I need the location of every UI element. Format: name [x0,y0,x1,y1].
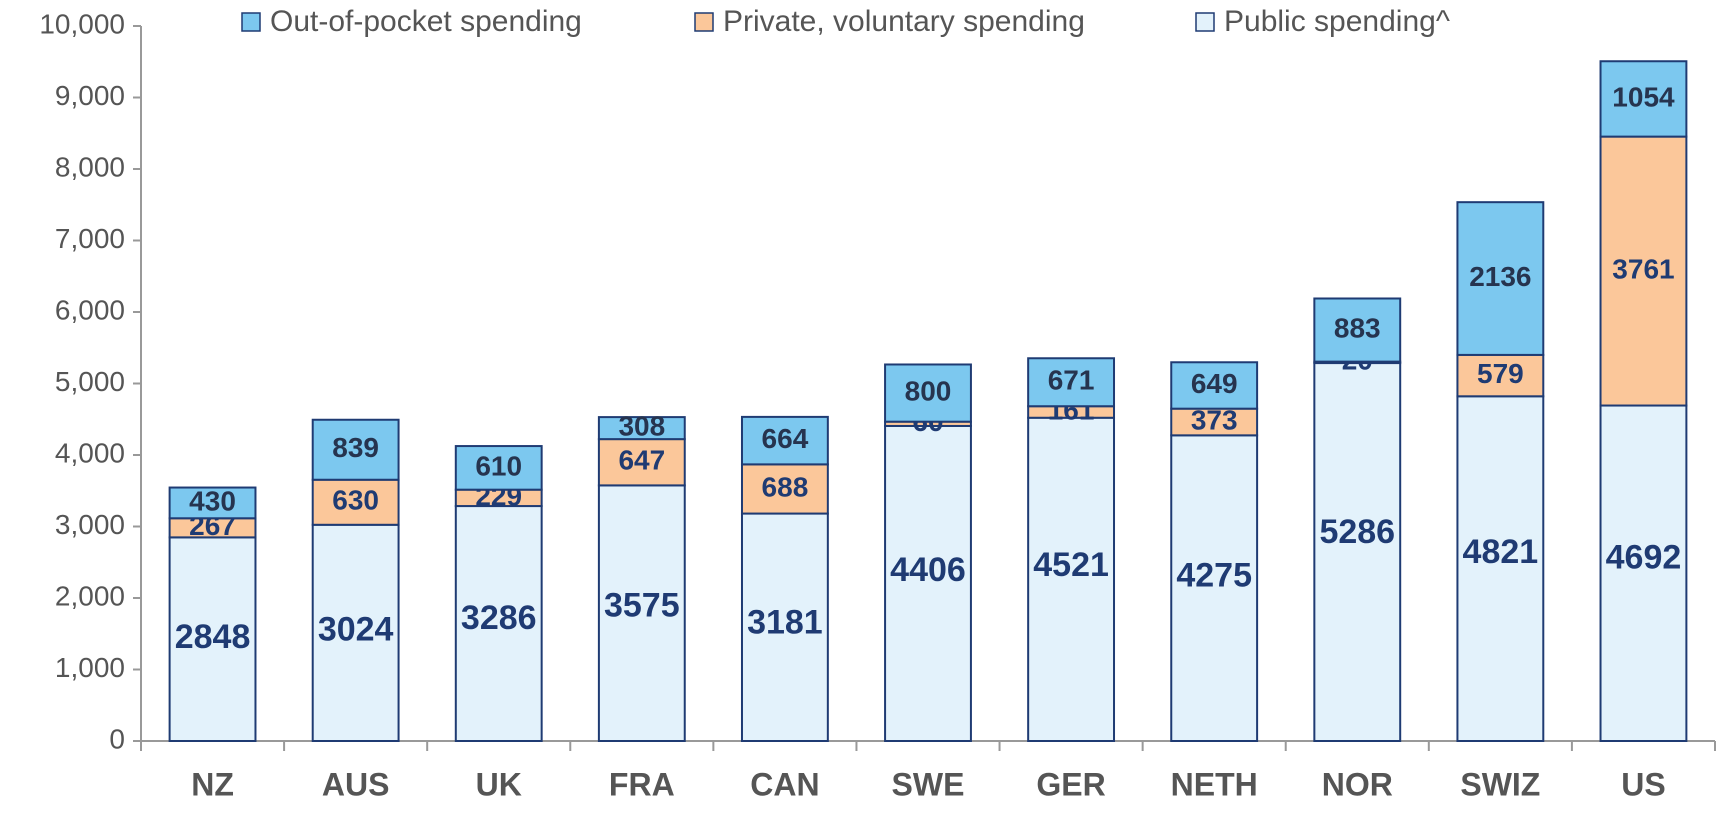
data-label: 3575 [604,587,680,625]
bar-segment [1456,353,1545,398]
bar-segment [454,445,543,491]
x-tick-label: SWIZ [1460,766,1540,802]
y-tick-label: 2,000 [55,580,125,611]
data-label: 800 [905,375,952,406]
bar-segment [168,486,257,520]
bar-segment [1313,362,1402,742]
bar-segment [1456,395,1545,742]
data-label: 4406 [890,551,966,589]
bar-segment [740,415,829,466]
y-tick-label: 3,000 [55,509,125,540]
data-label: 3286 [461,599,537,637]
x-tick-label: SWE [892,766,965,802]
legend-swatch [241,12,261,32]
bar-segment [597,416,686,441]
data-label: 430 [189,485,236,516]
y-tick-label: 7,000 [55,223,125,254]
bar-segment [1027,357,1116,408]
bar-segment [884,424,972,742]
data-label: 2136 [1469,261,1531,292]
bar-segment [311,523,400,742]
bar-segment [311,478,400,526]
bar-segment [1599,404,1688,742]
x-tick-label: AUS [322,766,390,802]
bar-segment [1170,361,1259,410]
data-label: 649 [1191,368,1238,399]
bar-segment [740,512,829,742]
bar-segment [311,418,400,481]
data-label: 664 [762,423,809,454]
x-tick-label: FRA [609,766,675,802]
x-tick-label: NOR [1322,766,1393,802]
data-label: 308 [618,411,665,442]
y-tick-label: 10,000 [39,8,125,39]
legend-label: Out-of-pocket spending [270,5,582,38]
data-label: 610 [475,450,522,481]
data-label: 579 [1477,358,1524,389]
legend-swatch [1195,12,1215,32]
data-label: 4692 [1606,539,1682,577]
y-tick-label: 8,000 [55,151,125,182]
data-label: 883 [1334,312,1381,343]
y-tick-label: 5,000 [55,366,125,397]
data-label: 5286 [1319,513,1395,551]
x-tick-label: CAN [750,766,819,802]
bar-segment [1027,416,1116,742]
data-label: 688 [762,471,809,502]
data-label: 671 [1048,365,1095,396]
data-label: 4275 [1176,557,1252,595]
x-tick-label: US [1621,766,1665,802]
x-tick-label: UK [476,766,522,802]
x-tick-label: NZ [191,766,234,802]
data-label: 3761 [1612,253,1674,284]
y-tick-label: 4,000 [55,437,125,468]
data-label: 630 [332,485,379,516]
legend-label: Private, voluntary spending [723,5,1085,38]
x-tick-label: NETH [1171,766,1258,802]
bar-segment [1313,297,1402,363]
legend-swatch [694,12,714,32]
data-label: 4821 [1463,533,1539,571]
bar-segment [740,463,829,515]
y-tick-label: 6,000 [55,294,125,325]
x-tick-label: GER [1036,766,1105,802]
y-tick-label: 0 [109,723,125,754]
data-label: 839 [332,432,379,463]
bar-segment [1599,135,1688,407]
bar-segment [597,438,686,487]
bar-segment [884,363,972,423]
bar-segment [454,505,543,742]
data-label: 3024 [318,610,394,648]
data-label: 3181 [747,604,823,642]
bar-segment [1456,201,1545,356]
data-label: 647 [618,445,665,476]
data-label: 2848 [175,618,251,656]
y-tick-label: 1,000 [55,652,125,683]
legend-label: Public spending^ [1224,5,1450,38]
bar-segment [1599,60,1688,138]
y-tick-label: 9,000 [55,80,125,111]
data-label: 1054 [1612,81,1675,112]
data-label: 4521 [1033,546,1109,584]
